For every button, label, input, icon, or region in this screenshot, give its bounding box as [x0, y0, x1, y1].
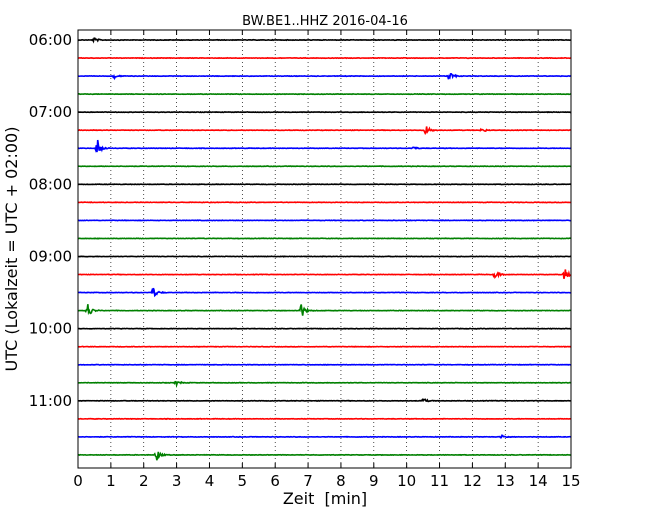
x-tick-label: 13 [496, 472, 515, 490]
trace-line [77, 327, 572, 330]
x-tick-label: 0 [73, 472, 83, 490]
y-tick-label: 08:00 [29, 175, 72, 193]
trace-line [77, 56, 572, 60]
trace-line [77, 183, 572, 186]
trace-line [77, 287, 572, 298]
trace-line [77, 345, 572, 348]
trace-line [77, 363, 572, 366]
x-tick-label: 2 [139, 472, 149, 490]
trace-line [77, 417, 572, 421]
chart-title: BW.BE1..HHZ 2016-04-16 [242, 14, 408, 29]
y-tick-label: 07:00 [29, 103, 72, 121]
trace-line [77, 398, 572, 403]
trace-line [77, 434, 572, 439]
trace-line [77, 380, 572, 389]
trace-line [77, 304, 572, 316]
plot-frame [77, 29, 572, 469]
y-tick-label: 11:00 [29, 392, 72, 410]
y-tick-label: 10:00 [29, 320, 72, 338]
trace-line [77, 237, 572, 240]
trace-line [77, 451, 572, 461]
trace-line [77, 110, 572, 114]
y-tick-label: 09:00 [29, 247, 72, 265]
trace-line [77, 72, 572, 81]
trace-line [77, 255, 572, 258]
trace-line [77, 165, 572, 168]
trace-line [77, 219, 572, 222]
x-tick-label: 5 [238, 472, 248, 490]
grid-lines [110, 30, 539, 468]
trace-line [77, 201, 572, 204]
x-tick-label: 1 [106, 472, 116, 490]
x-tick-label: 11 [430, 472, 449, 490]
x-tick-label: 7 [303, 472, 313, 490]
trace-line [77, 37, 572, 44]
x-axis-ticks: 0 1 2 3 4 5 6 7 8 9 10 11 12 13 14 15 [73, 30, 581, 490]
seismic-traces [77, 37, 572, 461]
x-tick-label: 3 [172, 472, 182, 490]
x-tick-label: 6 [270, 472, 280, 490]
y-axis-ticks: 06:00 07:00 08:00 09:00 10:00 11:00 [29, 31, 571, 410]
y-axis-label: UTC (Lokalzeit = UTC + 02:00) [2, 127, 21, 372]
y-tick-label: 06:00 [29, 31, 72, 49]
x-tick-label: 9 [369, 472, 379, 490]
x-tick-label: 12 [463, 472, 482, 490]
trace-line [77, 269, 572, 279]
trace-line [77, 126, 572, 136]
x-tick-label: 4 [205, 472, 215, 490]
x-tick-label: 8 [336, 472, 346, 490]
trace-line [77, 139, 572, 153]
trace-line [77, 92, 572, 96]
x-tick-label: 15 [561, 472, 580, 490]
x-axis-label: Zeit [min] [283, 489, 367, 508]
x-tick-label: 10 [397, 472, 416, 490]
x-tick-label: 14 [529, 472, 548, 490]
